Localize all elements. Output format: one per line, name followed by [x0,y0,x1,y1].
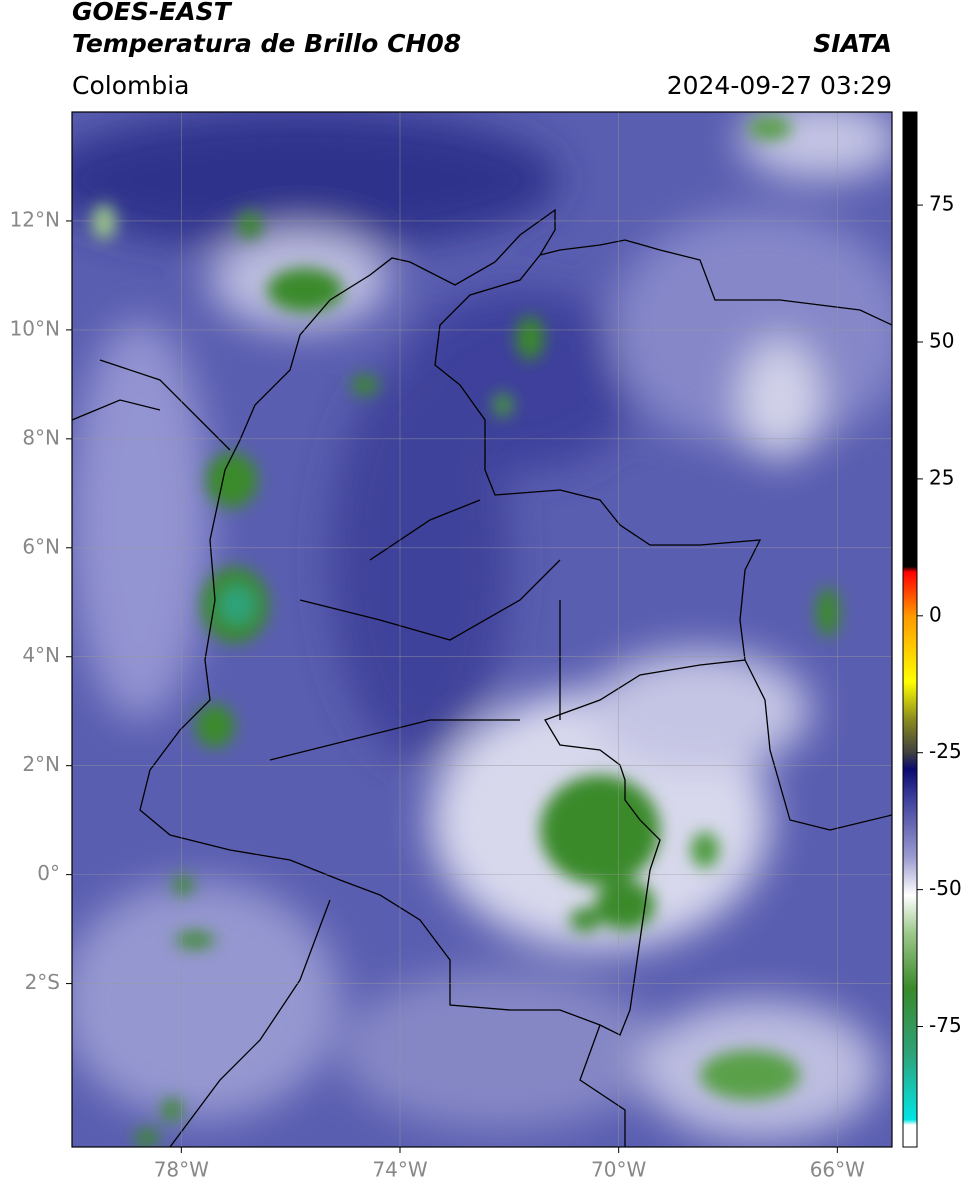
y-tick-label: 2°S [25,970,60,994]
colorbar-ticks: -75 -50 -25 0 25 50 75 [917,192,962,1037]
colorbar-tick-label: 75 [929,192,954,216]
satellite-image [72,112,892,1147]
y-tick-label: 10°N [10,316,60,340]
x-tick-label: 74°W [372,1158,427,1182]
y-tick-label: 6°N [22,534,60,558]
y-tick-label: 4°N [22,643,60,667]
y-tick-label: 12°N [10,207,60,231]
grid [66,112,892,1153]
colorbar-tick-label: 50 [929,329,954,353]
y-tick-label: 2°N [22,752,60,776]
subtitle: Temperatura de Brillo CH08 [72,29,461,58]
source: SIATA [813,29,892,58]
x-tick-label: 78°W [154,1158,209,1182]
map-frame [71,111,893,1148]
colorbar-tick-label: -75 [929,1013,962,1037]
colorbar-tick-label: -50 [929,876,962,900]
y-tick-label: 8°N [22,425,60,449]
x-tick-label: 66°W [810,1158,865,1182]
y-tick-label: 0° [37,861,60,885]
title: GOES-EAST [72,0,233,26]
datetime: 2024-09-27 03:29 [667,71,892,100]
x-tick-label: 70°W [591,1158,646,1182]
colorbar-tick-label: -25 [929,739,962,763]
colorbar [902,111,918,1148]
region: Colombia [72,71,189,100]
colorbar-tick-label: 25 [929,465,954,489]
colorbar-tick-label: 0 [929,602,942,626]
